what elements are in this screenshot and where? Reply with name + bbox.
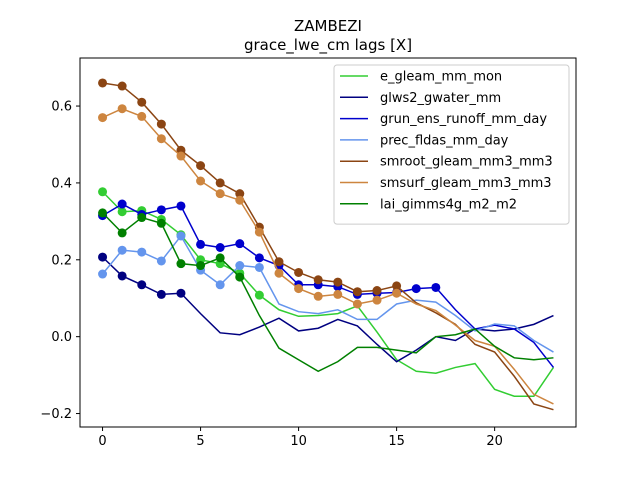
series-3-point [254, 262, 264, 272]
y-tick-label: 0.2 [51, 253, 72, 268]
series-3-point [215, 280, 225, 290]
series-4-point [98, 78, 108, 88]
series-5-point [352, 299, 362, 309]
series-4-point [372, 286, 382, 296]
series-4-point [117, 81, 127, 91]
series-5-point [372, 295, 382, 305]
series-1-point [117, 271, 127, 281]
series-5-point [313, 291, 323, 301]
chart-subtitle: grace_lwe_cm lags [X] [244, 36, 412, 55]
legend-label: glws2_gwater_mm [380, 91, 501, 106]
series-0-point [98, 187, 108, 197]
series-5-point [254, 227, 264, 237]
series-5-point [98, 113, 108, 123]
series-line-6 [102, 212, 554, 373]
series-4-point [196, 161, 206, 171]
x-tick-label: 15 [388, 434, 405, 449]
series-2-point [215, 243, 225, 252]
series-5-point [156, 134, 166, 144]
axes-layer: 0 5 10 15 20 −0.2 0.0 0.2 0.4 0.6 [40, 100, 502, 449]
series-5-point [392, 288, 402, 298]
series-1-point [137, 280, 147, 290]
x-tick-label: 10 [290, 434, 307, 449]
series-1-point [98, 252, 108, 262]
plot-frame [79, 57, 577, 428]
series-6-point [215, 253, 225, 263]
legend-label: smroot_gleam_mm3_mm3 [380, 155, 553, 170]
series-5-point [215, 189, 225, 199]
legend: e_gleam_mm_mon glws2_gwater_mm grun_ens_ru… [333, 64, 570, 225]
series-1-point [176, 288, 186, 298]
series-5-point [294, 284, 304, 294]
series-4-point [235, 189, 245, 199]
series-5-point [176, 151, 186, 161]
legend-label: lai_gimms4g_m2_m2 [380, 197, 517, 212]
series-4-point [274, 257, 284, 267]
series-5-point [333, 289, 343, 299]
series-4-point [352, 287, 362, 297]
series-2-point [431, 282, 441, 292]
series-2-point [235, 239, 245, 249]
series-6-point [117, 228, 127, 238]
series-3-point [156, 256, 166, 266]
y-tick-label: 0.6 [51, 100, 72, 115]
series-2-point [176, 201, 186, 211]
series-2-point [196, 239, 206, 249]
series-6-point [156, 218, 166, 228]
y-tick-label: −0.2 [40, 407, 72, 422]
y-tick-label: 0.0 [51, 330, 72, 345]
series-3-point [117, 245, 127, 255]
series-2-point [117, 199, 127, 209]
series-4-point [156, 119, 166, 129]
series-0-point [254, 290, 264, 300]
series-4-point [215, 178, 225, 188]
legend-label: grun_ens_runoff_mm_day [380, 112, 547, 127]
legend-label: prec_fldas_mm_day [380, 133, 509, 148]
series-5-point [274, 268, 284, 278]
series-2-point [254, 253, 264, 263]
x-tick-label: 20 [486, 434, 503, 449]
legend-label: smsurf_gleam_mm3_mm3 [380, 176, 552, 191]
series-5-point [137, 111, 147, 121]
series-4-point [392, 281, 402, 291]
series-1-point [156, 289, 166, 299]
series-3-point [98, 269, 108, 279]
series-4-point [333, 277, 343, 287]
series-5-point [117, 104, 127, 114]
series-5-point [196, 176, 206, 186]
series-6-point [98, 208, 108, 218]
x-tick-label: 5 [196, 434, 204, 449]
series-4-point [294, 267, 304, 277]
series-line-3 [101, 234, 554, 353]
series-5-point [235, 195, 245, 205]
series-6-point [196, 261, 206, 271]
series-2-point [156, 205, 166, 215]
y-tick-label: 0.4 [51, 176, 72, 191]
series-6-point [137, 213, 147, 223]
series-4-point [313, 275, 323, 285]
series-3-point [176, 231, 186, 241]
legend-box [333, 64, 570, 225]
legend-label: e_gleam_mm_mon [380, 70, 502, 85]
series-0-point [117, 207, 127, 217]
series-4-point [137, 97, 147, 107]
series-3-point [235, 261, 245, 271]
series-line-1 [102, 256, 554, 363]
series-6-point [176, 259, 186, 269]
series-line-4 [102, 82, 554, 411]
series-layer [98, 78, 555, 411]
series-3-point [137, 247, 147, 257]
series-6-point [235, 272, 245, 282]
series-2-point [411, 284, 421, 294]
x-tick-label: 0 [98, 434, 106, 449]
chart-title: ZAMBEZI [294, 17, 362, 35]
